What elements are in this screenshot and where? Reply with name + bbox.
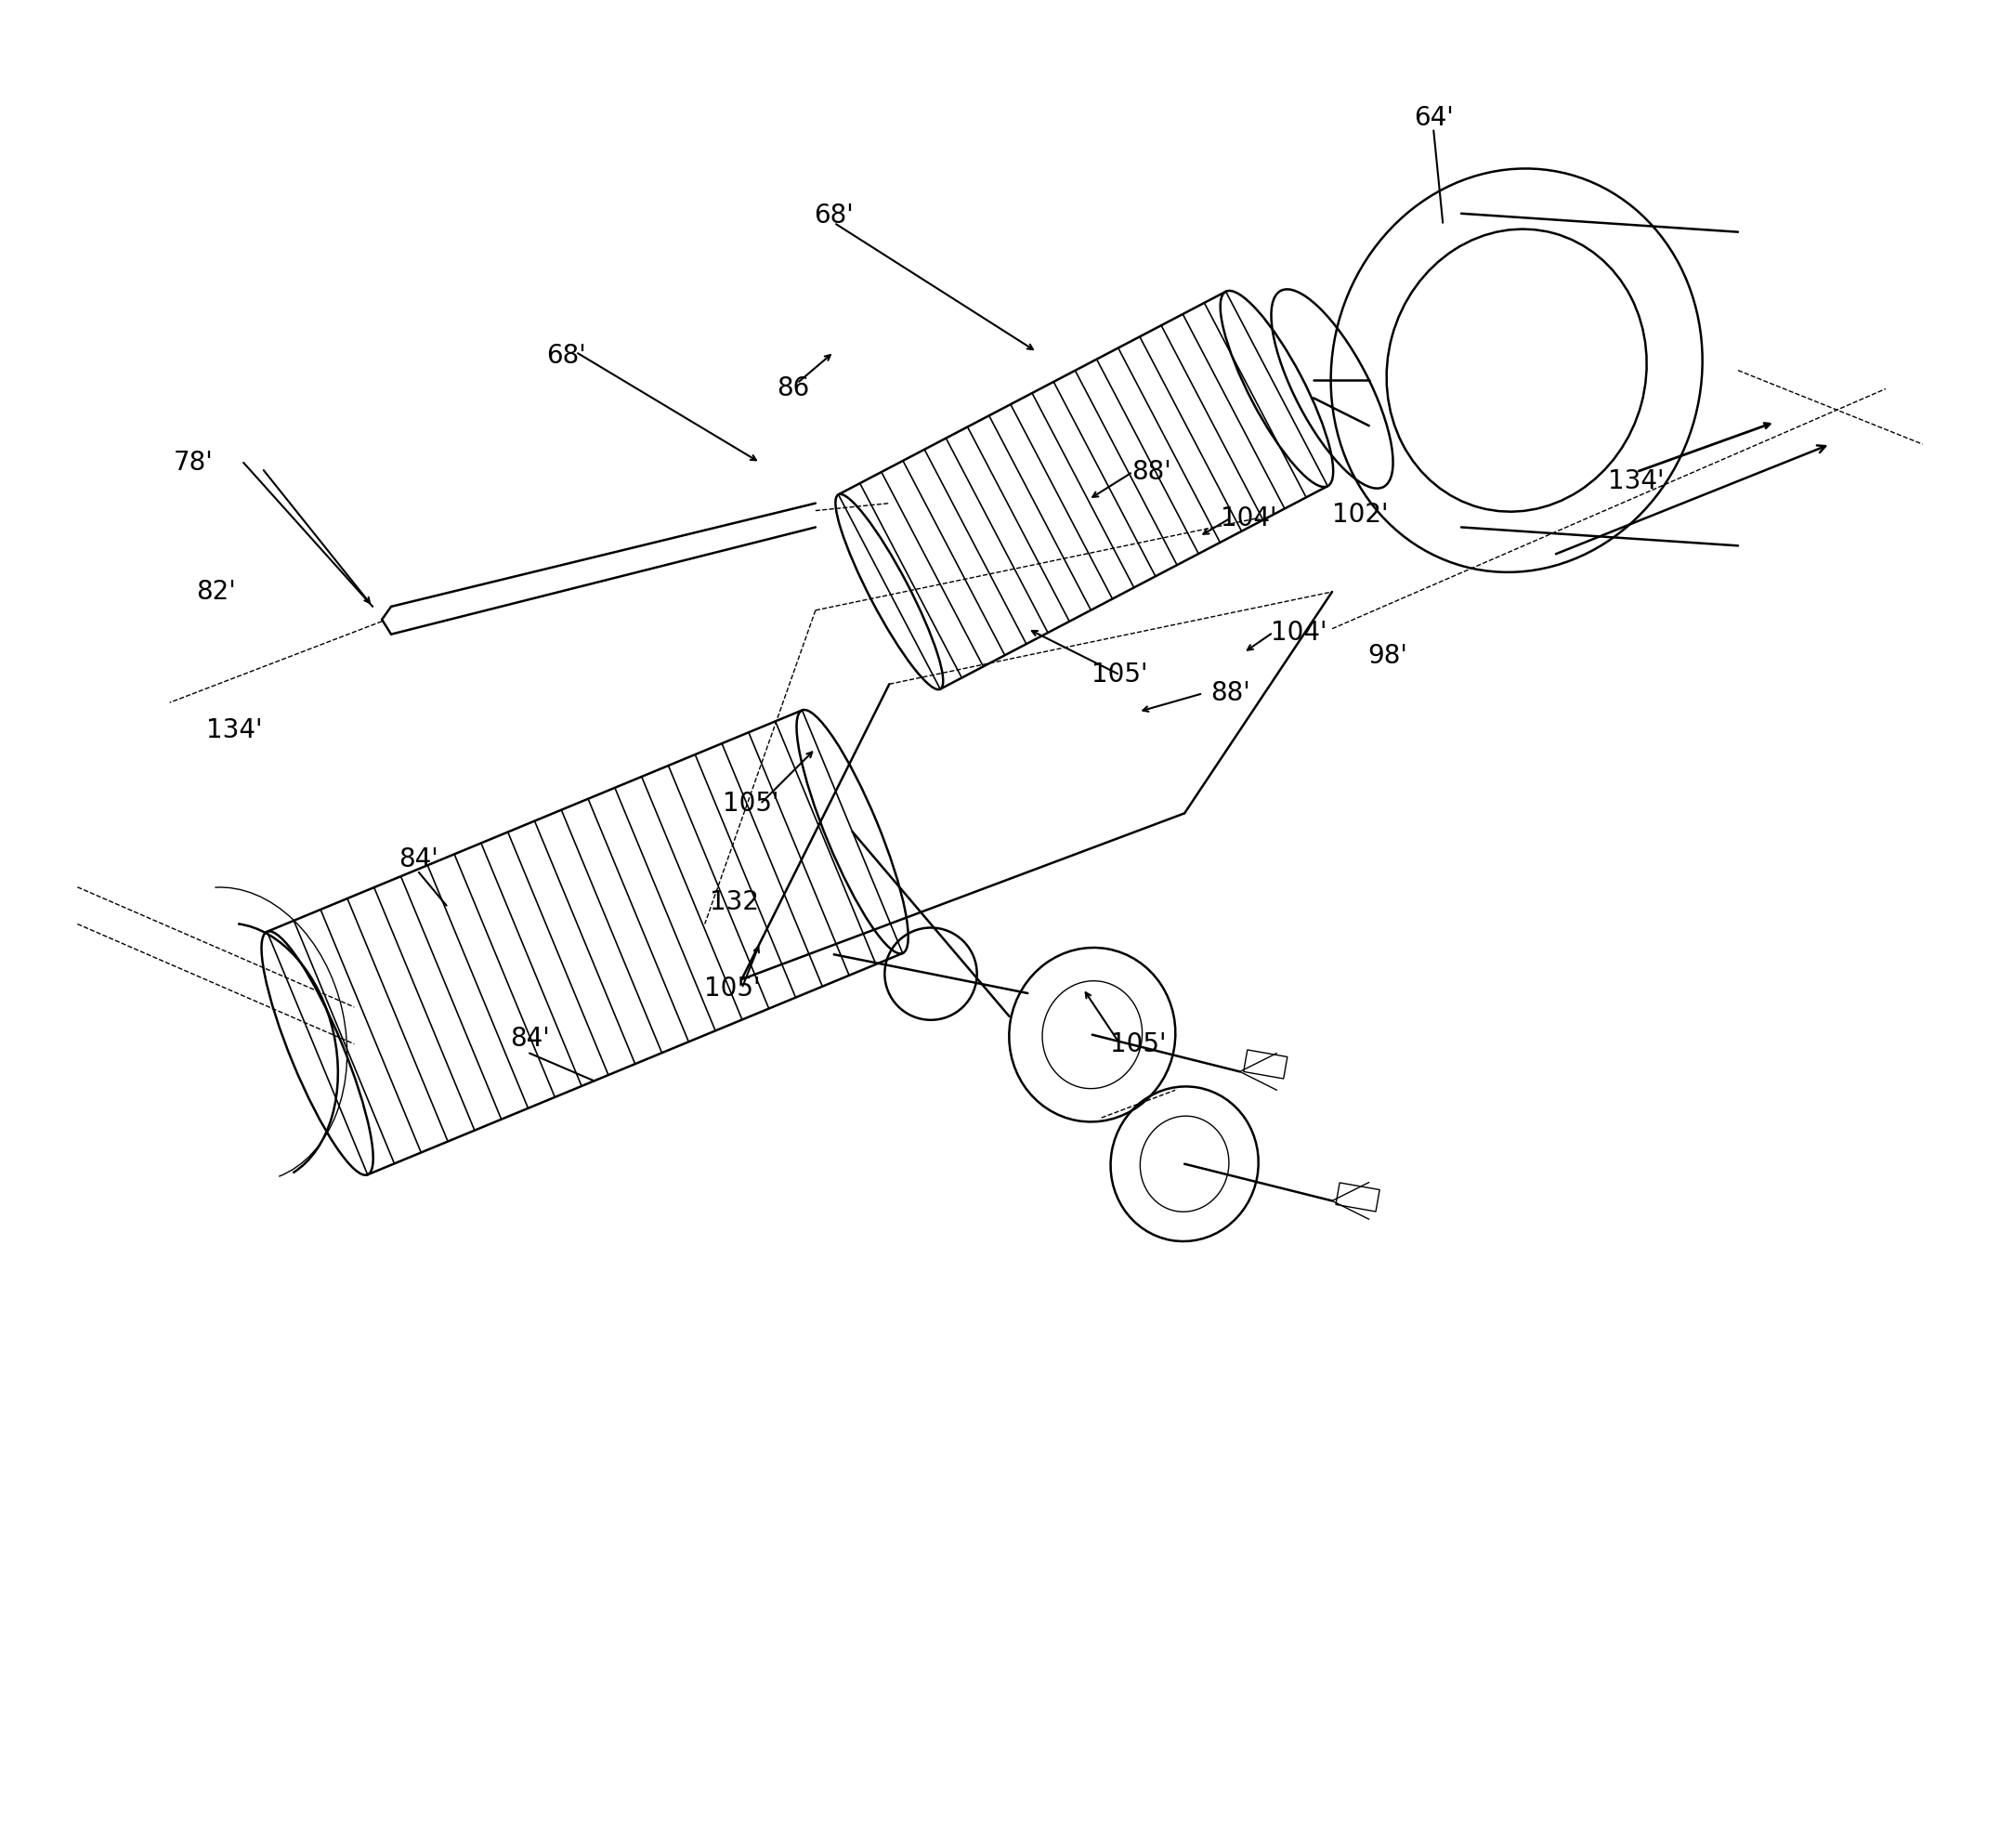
Text: 105': 105' bbox=[704, 976, 760, 1002]
Text: 86: 86 bbox=[776, 375, 810, 401]
Text: 134': 134' bbox=[1608, 468, 1664, 493]
Text: 78': 78' bbox=[174, 449, 214, 475]
Text: 64': 64' bbox=[1414, 105, 1454, 131]
Text: 84': 84' bbox=[398, 846, 438, 872]
Text: 68': 68' bbox=[814, 201, 854, 229]
Text: 134': 134' bbox=[206, 717, 262, 743]
Text: 84': 84' bbox=[510, 1026, 550, 1052]
Text: 82': 82' bbox=[196, 578, 236, 604]
Text: 105': 105' bbox=[1092, 662, 1148, 687]
Bar bbox=[1336, 1183, 1380, 1212]
Text: 105': 105' bbox=[722, 791, 780, 817]
Text: 104': 104' bbox=[1270, 619, 1328, 645]
Text: 98': 98' bbox=[1368, 643, 1408, 669]
Text: 88': 88' bbox=[1210, 680, 1250, 706]
Text: 88': 88' bbox=[1132, 458, 1172, 484]
Text: 102': 102' bbox=[1332, 501, 1388, 527]
Text: 105': 105' bbox=[1110, 1031, 1166, 1057]
Text: 68': 68' bbox=[546, 342, 586, 368]
Text: 132: 132 bbox=[710, 889, 758, 915]
Text: 104': 104' bbox=[1220, 505, 1278, 530]
Bar bbox=[1244, 1050, 1288, 1079]
